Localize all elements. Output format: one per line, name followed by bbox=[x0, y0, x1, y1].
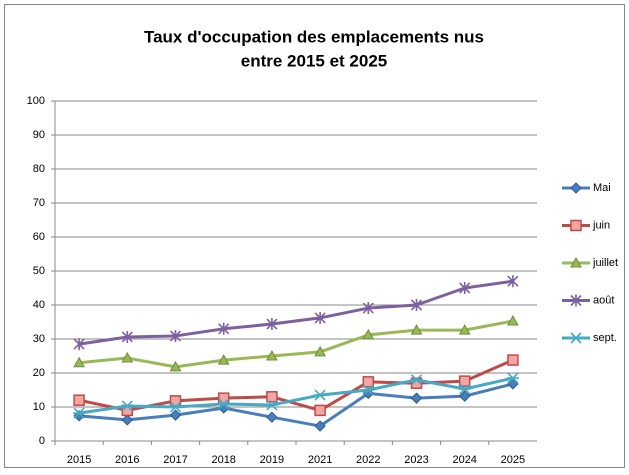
marker bbox=[217, 354, 230, 365]
marker bbox=[459, 282, 471, 294]
marker bbox=[410, 374, 423, 386]
marker bbox=[458, 390, 471, 402]
marker bbox=[410, 324, 423, 335]
marker bbox=[314, 404, 326, 417]
x-tick-label: 2022 bbox=[356, 454, 380, 466]
y-tick-label: 70 bbox=[33, 197, 45, 209]
marker bbox=[121, 400, 134, 412]
x-tick-label: 2015 bbox=[67, 454, 91, 466]
x-tick-label: 2025 bbox=[501, 454, 525, 466]
marker bbox=[362, 302, 374, 315]
y-tick-label: 40 bbox=[33, 299, 45, 311]
marker bbox=[570, 332, 582, 344]
marker bbox=[121, 330, 133, 343]
marker bbox=[73, 356, 85, 368]
marker bbox=[266, 411, 278, 423]
x-tick-label: 2021 bbox=[308, 454, 332, 466]
marker bbox=[570, 256, 582, 268]
chart-title: Taux d'occupation des emplacements nus bbox=[144, 27, 484, 46]
y-tick-label: 30 bbox=[33, 333, 45, 345]
marker bbox=[410, 392, 423, 404]
marker bbox=[73, 407, 86, 419]
x-tick-label: 2018 bbox=[211, 454, 235, 466]
marker bbox=[362, 376, 375, 388]
legend-label: juillet bbox=[592, 257, 618, 269]
marker bbox=[266, 391, 278, 403]
marker bbox=[314, 420, 326, 432]
y-tick-label: 80 bbox=[33, 163, 45, 175]
marker bbox=[410, 299, 423, 311]
marker bbox=[507, 314, 519, 326]
y-tick-label: 0 bbox=[39, 435, 45, 447]
legend-label: juin bbox=[592, 219, 610, 231]
marker bbox=[362, 328, 375, 340]
marker bbox=[570, 219, 582, 232]
marker bbox=[217, 398, 230, 410]
x-tick-label: 2017 bbox=[163, 454, 187, 466]
x-tick-label: 2016 bbox=[115, 454, 139, 466]
marker bbox=[458, 383, 471, 395]
marker bbox=[121, 414, 134, 426]
marker bbox=[314, 389, 327, 401]
marker bbox=[121, 352, 134, 363]
series-line bbox=[78, 376, 514, 415]
marker bbox=[314, 311, 326, 324]
x-tick-label: 2023 bbox=[404, 454, 428, 466]
chart-title: entre 2015 et 2025 bbox=[241, 51, 388, 70]
marker bbox=[570, 294, 582, 307]
marker bbox=[266, 349, 278, 361]
marker bbox=[217, 392, 230, 404]
x-tick-label: 2019 bbox=[260, 454, 284, 466]
y-tick-label: 10 bbox=[33, 401, 45, 413]
y-tick-label: 50 bbox=[33, 265, 45, 277]
y-tick-label: 20 bbox=[33, 367, 45, 379]
marker bbox=[314, 345, 326, 357]
marker bbox=[265, 399, 278, 411]
marker bbox=[73, 338, 85, 351]
series-line bbox=[78, 382, 514, 428]
marker bbox=[507, 275, 519, 288]
marker bbox=[266, 318, 278, 331]
x-tick-label: 2024 bbox=[452, 454, 476, 466]
marker bbox=[169, 409, 182, 421]
y-tick-label: 100 bbox=[27, 95, 45, 107]
legend-label: Mai bbox=[593, 182, 611, 194]
marker bbox=[169, 401, 182, 413]
marker bbox=[507, 354, 519, 366]
legend-label: août bbox=[593, 294, 614, 306]
marker bbox=[506, 372, 519, 384]
marker bbox=[570, 182, 582, 194]
series-line bbox=[78, 319, 514, 369]
marker bbox=[169, 329, 182, 342]
marker bbox=[218, 322, 230, 335]
y-tick-label: 60 bbox=[33, 231, 45, 243]
marker bbox=[169, 360, 182, 372]
marker bbox=[73, 394, 85, 406]
y-tick-label: 90 bbox=[33, 129, 45, 141]
legend-label: sept. bbox=[593, 332, 617, 344]
marker bbox=[410, 377, 423, 389]
marker bbox=[458, 324, 471, 335]
series-line bbox=[78, 279, 514, 346]
marker bbox=[362, 384, 375, 396]
chart-frame bbox=[4, 4, 625, 468]
marker bbox=[458, 375, 471, 387]
